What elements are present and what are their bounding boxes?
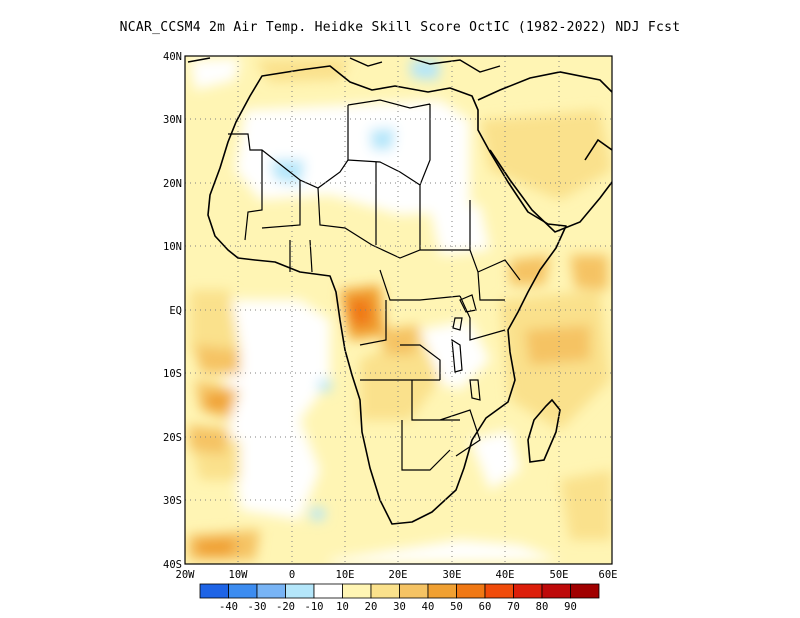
- lon-label: 20W: [176, 569, 196, 581]
- colorbar-label: -10: [305, 601, 324, 613]
- lon-label: 10E: [336, 569, 355, 581]
- lon-label: 50E: [550, 569, 569, 581]
- latitude-labels: 40N 30N 20N 10N EQ 10S 20S 30S 40S: [163, 51, 182, 571]
- colorbar-swatch: [570, 583, 600, 599]
- map-title: NCAR_CCSM4 2m Air Temp. Heidke Skill Sco…: [119, 20, 681, 35]
- shading-layer: [188, 58, 612, 564]
- lat-label: 40S: [163, 559, 182, 571]
- lakes: [451, 294, 481, 401]
- lon-label: 60E: [599, 569, 618, 581]
- lat-label: 30S: [163, 495, 182, 507]
- lat-label: 10S: [163, 368, 182, 380]
- arabia-coastline: [477, 71, 612, 233]
- colorbar-label: 70: [507, 601, 520, 613]
- madagascar-outline: [527, 398, 561, 463]
- lat-label: 10N: [163, 241, 182, 253]
- plot-frame: [184, 55, 613, 565]
- lat-label: 40N: [163, 51, 182, 63]
- colorbar-swatch: [484, 583, 514, 599]
- lon-label: 40E: [496, 569, 515, 581]
- lon-label: 0: [289, 569, 295, 581]
- lon-label: 10W: [229, 569, 249, 581]
- colorbar-label: -30: [248, 601, 267, 613]
- country-borders: [228, 99, 521, 471]
- colorbar-label: 40: [422, 601, 435, 613]
- colorbar-label: 80: [536, 601, 549, 613]
- longitude-labels: 20W 10W 0 10E 20E 30E 40E 50E 60E: [176, 569, 618, 581]
- colorbar-label: 20: [365, 601, 378, 613]
- colorbar-label: 60: [479, 601, 492, 613]
- colorbar-label: 90: [564, 601, 577, 613]
- plot-area: [185, 56, 612, 564]
- colorbar-swatch: [541, 583, 571, 599]
- colorbar-swatch: [370, 583, 400, 599]
- colorbar-swatch: [427, 583, 457, 599]
- colorbar-swatch: [256, 583, 286, 599]
- colorbar-label: -40: [219, 601, 238, 613]
- colorbar: -40 -30 -20 -10 10 20 30 40 50 60 70 80 90: [199, 583, 600, 613]
- lat-label: 20N: [163, 178, 182, 190]
- colorbar-swatch: [513, 583, 543, 599]
- colorbar-swatch: [199, 583, 229, 599]
- colorbar-label: 30: [393, 601, 406, 613]
- lat-label: EQ: [169, 305, 182, 317]
- africa-coastline: [207, 65, 567, 525]
- colorbar-swatch: [228, 583, 258, 599]
- colorbar-swatch: [456, 583, 486, 599]
- colorbar-swatch: [313, 583, 343, 599]
- colorbar-swatch: [342, 583, 372, 599]
- europe-coastline: [187, 57, 501, 73]
- colorbar-swatch: [399, 583, 429, 599]
- colorbar-label: -20: [276, 601, 295, 613]
- colorbar-label: 10: [336, 601, 349, 613]
- gridlines: [185, 56, 612, 564]
- lon-label: 20E: [389, 569, 408, 581]
- lon-label: 30E: [443, 569, 462, 581]
- colorbar-label: 50: [450, 601, 463, 613]
- lat-label: 20S: [163, 432, 182, 444]
- lat-label: 30N: [163, 114, 182, 126]
- colorbar-swatch: [285, 583, 315, 599]
